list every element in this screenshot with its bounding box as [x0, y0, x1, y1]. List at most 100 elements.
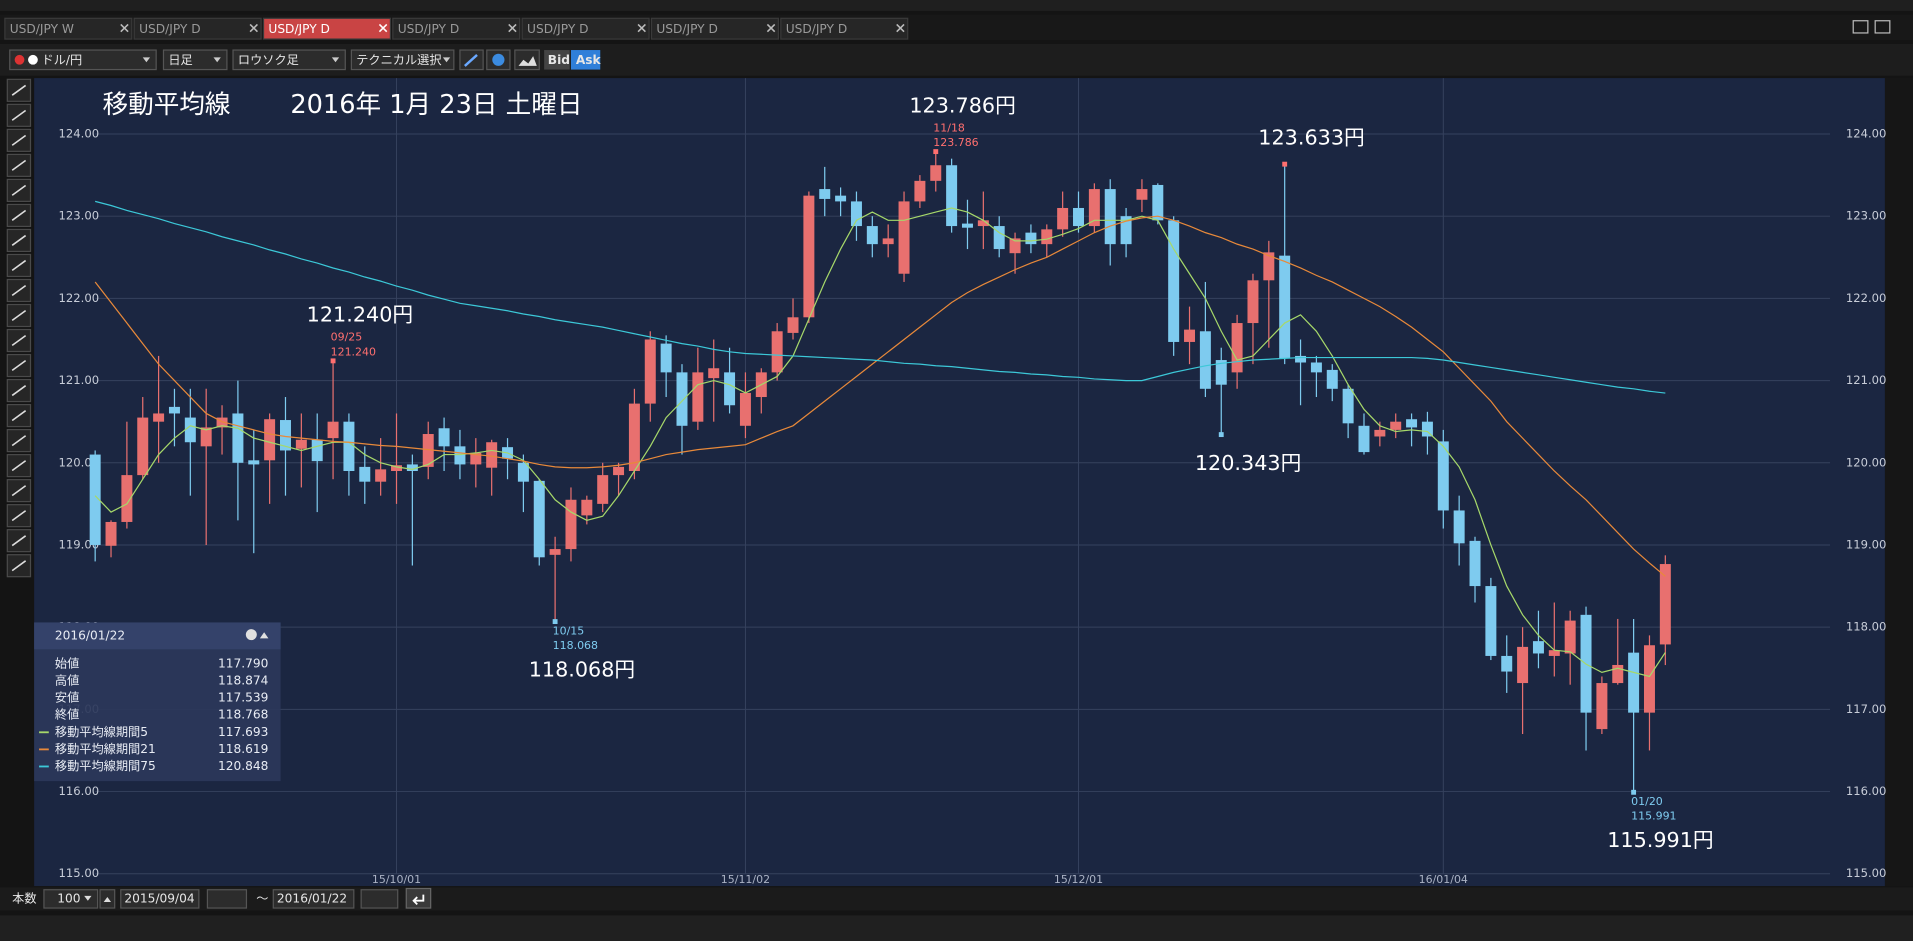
- y-tick-label-right: 123.00: [1846, 209, 1887, 223]
- candle-body: [216, 417, 228, 428]
- info-label: 終値: [55, 707, 79, 722]
- to-time[interactable]: [360, 889, 399, 909]
- bid-button[interactable]: [544, 50, 570, 70]
- collapse-icon[interactable]: [259, 632, 269, 639]
- candle-body: [486, 442, 498, 468]
- extreme-value: 118.068: [553, 639, 598, 652]
- count-label: 本数: [12, 890, 36, 905]
- tool-icon: [11, 410, 27, 422]
- extreme-marker: [1218, 432, 1224, 438]
- info-icon[interactable]: [245, 629, 257, 641]
- tab-close[interactable]: [766, 23, 776, 33]
- apply-button[interactable]: [405, 887, 432, 909]
- candle-body: [1199, 331, 1211, 389]
- window-button[interactable]: [1852, 20, 1869, 34]
- tab[interactable]: [4, 17, 133, 40]
- ask-button[interactable]: [570, 50, 601, 70]
- tab-close[interactable]: [249, 23, 258, 33]
- y-tick-label: 122.00: [59, 291, 100, 305]
- candle-body: [1358, 425, 1370, 453]
- extreme-label: 115.991円: [1607, 828, 1713, 852]
- candle-body: [232, 413, 244, 463]
- currency-select[interactable]: [9, 49, 157, 71]
- chart-button[interactable]: [514, 49, 540, 71]
- tab-close[interactable]: [120, 23, 129, 33]
- extreme-date: 01/20: [1631, 795, 1663, 808]
- period-select[interactable]: [162, 49, 228, 71]
- x-tick-label: 15/10/01: [372, 873, 421, 886]
- tool-icon: [11, 284, 27, 297]
- style-select[interactable]: [232, 49, 346, 71]
- tab-close[interactable]: [896, 23, 905, 33]
- tab-close[interactable]: [378, 23, 388, 33]
- candle-body: [1009, 238, 1021, 254]
- info-label: 移動平均線期間5: [55, 724, 148, 739]
- candle-body: [708, 368, 720, 379]
- tab[interactable]: [650, 17, 779, 40]
- tab[interactable]: [780, 17, 909, 40]
- candle-body: [264, 419, 276, 461]
- extreme-value: 123.786: [933, 136, 978, 149]
- window-button[interactable]: [1874, 20, 1891, 34]
- from-time[interactable]: [206, 889, 248, 909]
- candle-body: [422, 434, 434, 467]
- tab-label: USD/JPY D: [527, 22, 589, 36]
- tool-icon: [11, 485, 27, 497]
- tool-icon: [11, 385, 27, 397]
- tab-close[interactable]: [637, 23, 646, 33]
- candle-body: [343, 421, 355, 471]
- extreme-date: 10/15: [553, 624, 585, 637]
- y-tick-label: 115.00: [59, 866, 100, 880]
- tool-icon: [11, 109, 27, 121]
- tab-close[interactable]: [508, 23, 517, 33]
- tabs: USD/JPY W USD/JPY D USD/JPY D USD/JPY D USD/…: [4, 17, 909, 40]
- candle-body: [1421, 421, 1433, 437]
- return-icon: [412, 894, 425, 906]
- y-tick-label-right: 116.00: [1846, 784, 1887, 798]
- tool-icon: [11, 234, 27, 246]
- candle-body: [1628, 652, 1640, 713]
- count-select[interactable]: [43, 889, 99, 909]
- candle-body: [311, 439, 323, 462]
- flag-icon: [14, 54, 25, 65]
- y-tick-label-right: 124.00: [1846, 127, 1887, 141]
- tool-icon: [11, 560, 27, 572]
- extreme-label: 123.786円: [909, 93, 1015, 117]
- candle-body: [692, 372, 704, 422]
- candle-body: [882, 238, 894, 245]
- candle-body: [819, 189, 831, 199]
- candle-body: [676, 372, 688, 426]
- chart-style: ロウソク足: [238, 53, 299, 67]
- info-label: 安値: [55, 690, 79, 705]
- candle-body: [1184, 329, 1196, 342]
- candle-body: [1659, 564, 1671, 645]
- chart-date: 2016年 1月 23日 土曜日: [290, 90, 582, 120]
- candle-body: [803, 195, 815, 318]
- tool-icon: [11, 184, 27, 196]
- candle-body: [137, 417, 149, 476]
- extreme-date: 09/25: [331, 331, 363, 344]
- x-tick-label: 16/01/04: [1419, 873, 1468, 886]
- tab-label: USD/JPY D: [656, 22, 718, 36]
- candle-body: [1025, 232, 1037, 245]
- candle-body: [1342, 388, 1354, 424]
- tab[interactable]: [262, 17, 392, 40]
- to-date[interactable]: [272, 889, 355, 909]
- info-label: 移動平均線期間21: [55, 741, 156, 756]
- tool-icon: [11, 360, 27, 372]
- candle-body: [517, 462, 529, 482]
- tab[interactable]: [521, 17, 650, 40]
- candle-body: [153, 413, 165, 422]
- from-date[interactable]: [120, 889, 200, 909]
- tab[interactable]: [133, 17, 262, 40]
- info-label: 移動平均線期間75: [55, 758, 156, 773]
- tab[interactable]: [392, 17, 521, 40]
- extreme-label: 118.068円: [529, 657, 635, 681]
- y-tick-label-right: 115.00: [1846, 866, 1887, 880]
- candle-body: [850, 201, 862, 227]
- technical-select[interactable]: [350, 49, 455, 71]
- tool-icon: [11, 309, 27, 322]
- to: 2016/01/22: [277, 891, 347, 905]
- candle-body: [1310, 362, 1322, 373]
- x-tick-label: 15/12/01: [1054, 873, 1103, 886]
